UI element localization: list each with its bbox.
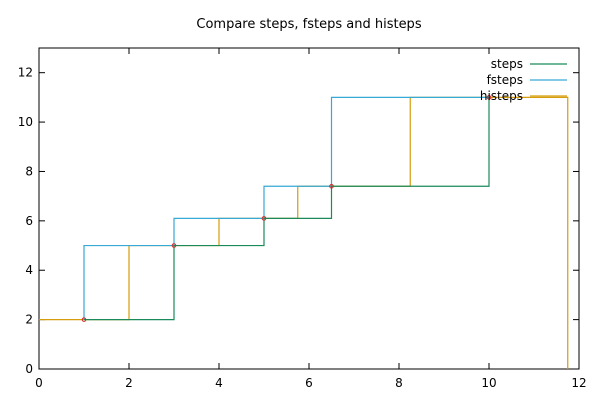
data-point [261,216,267,221]
chart-title: Compare steps, fsteps and histeps [196,17,421,32]
y-tick-label: 0 [25,362,33,376]
series-fsteps [83,96,489,320]
x-tick-label: 2 [125,376,133,390]
data-point [329,183,334,189]
series-group [39,96,569,369]
data-points [81,95,492,322]
legend-label-steps: steps [491,57,523,71]
data-point [81,317,87,322]
x-tick-label: 6 [305,376,313,390]
legend-label-histeps: histeps [480,89,523,103]
y-tick-label: 10 [18,115,33,129]
x-tick-label: 10 [481,376,496,390]
y-tick-label: 6 [25,214,33,228]
data-point [171,243,177,248]
x-tick-label: 12 [571,376,586,390]
y-tick-label: 12 [18,66,33,80]
legend-label-fsteps: fsteps [487,73,523,87]
x-tick-label: 4 [215,376,223,390]
y-tick-label: 8 [25,164,33,178]
y-tick-label: 4 [25,263,33,277]
x-tick-label: 0 [35,376,43,390]
series-steps [84,97,490,321]
legend: steps fsteps histeps [480,57,567,103]
y-tick-label: 2 [25,313,33,327]
x-tick-label: 8 [395,376,403,390]
data-point [486,95,492,100]
